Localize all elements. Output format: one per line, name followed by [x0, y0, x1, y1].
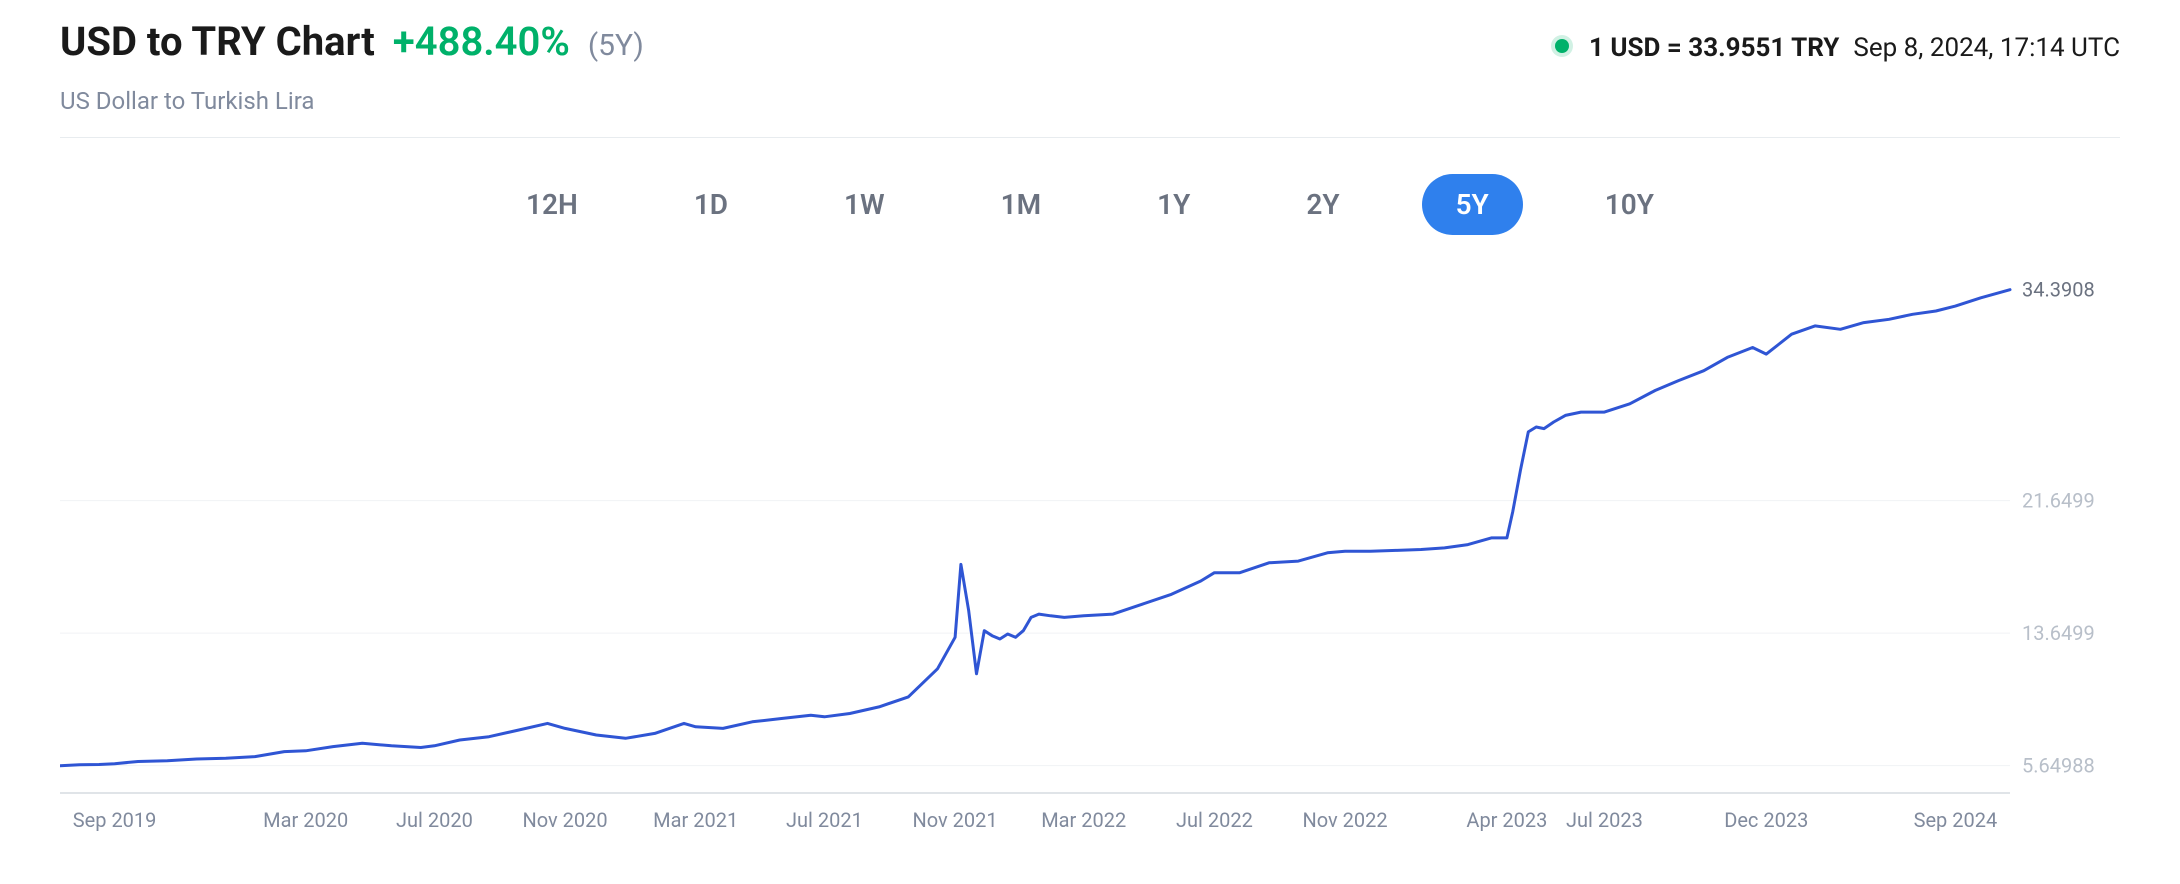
chart-area[interactable]: Sep 2019 Mar 2020 Jul 2020 Nov 2020 Mar 2021…: [60, 253, 2120, 843]
svg-text:Dec 2023: Dec 2023: [1724, 808, 1808, 832]
svg-text:Nov 2021: Nov 2021: [912, 808, 997, 832]
header-divider: [60, 137, 2120, 138]
svg-text:Jul 2022: Jul 2022: [1176, 808, 1253, 832]
svg-text:Sep 2024: Sep 2024: [1914, 808, 1998, 832]
percent-change: +488.40%: [393, 18, 570, 65]
tab-10y[interactable]: 10Y: [1571, 174, 1688, 235]
interval-suffix: (5Y): [588, 28, 644, 63]
line-chart-svg: Sep 2019 Mar 2020 Jul 2020 Nov 2020 Mar 2021…: [60, 253, 2120, 843]
tab-1m[interactable]: 1M: [967, 174, 1076, 235]
tab-1y[interactable]: 1Y: [1123, 174, 1224, 235]
svg-text:Jul 2023: Jul 2023: [1566, 808, 1643, 832]
svg-text:21.6499: 21.6499: [2022, 489, 2095, 513]
svg-text:Nov 2022: Nov 2022: [1302, 808, 1387, 832]
svg-text:Nov 2020: Nov 2020: [522, 808, 607, 832]
svg-text:5.64988: 5.64988: [2022, 754, 2095, 778]
svg-text:Jul 2020: Jul 2020: [396, 808, 473, 832]
current-rate: 1 USD = 33.9551 TRY: [1589, 33, 1839, 63]
live-indicator-icon: [1555, 39, 1569, 53]
time-range-tabs: 12H 1D 1W 1M 1Y 2Y 5Y 10Y: [60, 174, 2120, 235]
svg-text:Mar 2022: Mar 2022: [1041, 808, 1126, 832]
chart-subtitle: US Dollar to Turkish Lira: [60, 87, 2120, 115]
svg-text:13.6499: 13.6499: [2022, 621, 2095, 645]
tab-12h[interactable]: 12H: [492, 174, 612, 235]
current-rate-block: 1 USD = 33.9551 TRY Sep 8, 2024, 17:14 U…: [1555, 33, 2120, 63]
tab-5y[interactable]: 5Y: [1422, 174, 1523, 235]
svg-text:Jul 2021: Jul 2021: [786, 808, 863, 832]
tab-1w[interactable]: 1W: [810, 174, 919, 235]
svg-text:Mar 2020: Mar 2020: [263, 808, 348, 832]
rate-timestamp: Sep 8, 2024, 17:14 UTC: [1853, 33, 2120, 63]
tab-2y[interactable]: 2Y: [1272, 174, 1373, 235]
chart-title: USD to TRY Chart: [60, 18, 375, 65]
svg-text:Sep 2019: Sep 2019: [73, 808, 157, 832]
tab-1d[interactable]: 1D: [660, 174, 762, 235]
svg-text:34.3908: 34.3908: [2022, 278, 2095, 302]
svg-text:Mar 2021: Mar 2021: [653, 808, 738, 832]
svg-text:Apr 2023: Apr 2023: [1466, 808, 1547, 832]
